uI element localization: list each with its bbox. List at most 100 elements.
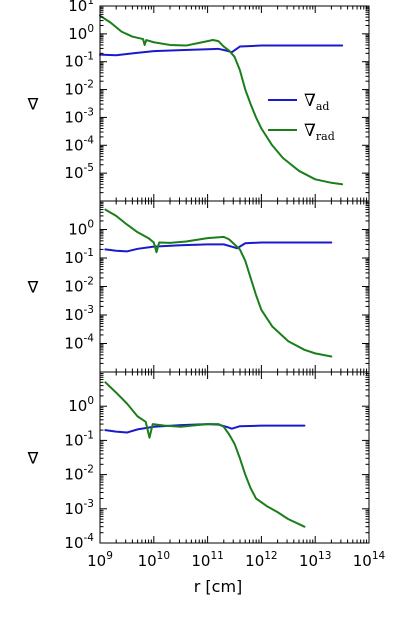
- legend-symbol: ∇: [304, 121, 316, 141]
- y-tick-label: 10-4: [64, 333, 94, 353]
- y-tick-label-base: 10: [68, 25, 87, 43]
- y-axis-label: ∇: [27, 278, 39, 297]
- y-tick-label-exp: -3: [84, 106, 94, 118]
- y-tick-label: 10-3: [64, 106, 94, 126]
- x-axis: r [cm] 109 1010 1011 1012 1013 1014: [87, 550, 385, 596]
- y-tick-label-exp: 0: [87, 219, 94, 231]
- x-ticks: [99, 201, 370, 372]
- y-tick-label-exp: 0: [87, 395, 94, 407]
- y-axis-label: ∇: [27, 449, 39, 468]
- x-tick-label: 1013: [299, 550, 331, 570]
- legend-label: ∇rad: [304, 121, 335, 143]
- y-tick-label-base: 10: [64, 335, 83, 353]
- y-tick-label: 10-1: [64, 51, 94, 71]
- series-line-ad: [104, 241, 333, 253]
- legend-item-ad: ∇ad: [268, 91, 329, 113]
- y-tick-label-exp: -4: [84, 333, 95, 345]
- panels: 10-510-410-310-210-1100101∇10-410-310-21…: [27, 0, 370, 552]
- series-line-ad: [104, 423, 306, 434]
- y-tick-label-exp: -4: [84, 532, 95, 544]
- x-tick-label-base: 10: [245, 552, 264, 570]
- y-tick-label-base: 10: [64, 81, 83, 99]
- x-tick-label: 1012: [245, 550, 277, 570]
- x-tick-label: 109: [87, 550, 113, 570]
- y-ticks: [100, 371, 369, 544]
- x-tick-label-exp: 13: [318, 550, 331, 562]
- x-tick-label: 1011: [191, 550, 223, 570]
- y-tick-label: 100: [68, 395, 94, 415]
- legend-item-rad: ∇rad: [268, 121, 335, 143]
- y-tick-label-base: 10: [64, 306, 83, 324]
- legend-symbol: ∇: [304, 91, 316, 111]
- y-tick-label-base: 10: [68, 0, 87, 15]
- y-tick-label: 10-4: [64, 134, 94, 154]
- x-tick-label-base: 10: [299, 552, 318, 570]
- y-tick-label-base: 10: [64, 136, 83, 154]
- y-tick-label: 10-3: [64, 498, 94, 518]
- x-tick-label: 1010: [138, 550, 170, 570]
- legend: ∇ad∇rad: [268, 91, 335, 143]
- y-tick-label-base: 10: [68, 397, 87, 415]
- series-line-rad: [104, 208, 333, 358]
- series-line-ad: [99, 44, 344, 57]
- y-tick-label-base: 10: [64, 278, 83, 296]
- y-ticks: [100, 200, 369, 373]
- y-tick-label: 101: [68, 0, 94, 15]
- y-tick-label: 10-2: [64, 464, 94, 484]
- x-tick-label-base: 10: [191, 552, 210, 570]
- x-tick-label-base: 10: [138, 552, 157, 570]
- panel-frame: [99, 371, 370, 544]
- legend-subscript: ad: [316, 100, 330, 113]
- y-tick-label: 10-1: [64, 429, 94, 449]
- y-tick-label-exp: -5: [84, 162, 94, 174]
- y-tick-label-exp: -4: [84, 134, 95, 146]
- series-line-rad: [99, 14, 344, 186]
- y-tick-label: 10-2: [64, 79, 94, 99]
- y-tick-label-base: 10: [68, 221, 87, 239]
- y-tick-label-base: 10: [64, 500, 83, 518]
- y-tick-label-base: 10: [64, 164, 83, 182]
- y-tick-label-base: 10: [64, 431, 83, 449]
- x-ticks: [99, 372, 370, 543]
- x-tick-label-exp: 11: [210, 550, 223, 562]
- legend-label: ∇ad: [304, 91, 329, 113]
- y-tick-label: 100: [68, 23, 94, 43]
- y-tick-label-exp: -2: [84, 276, 94, 288]
- x-tick-label-exp: 14: [372, 550, 386, 562]
- x-tick-label-exp: 9: [106, 550, 113, 562]
- y-tick-label: 10-5: [64, 162, 94, 182]
- x-tick-label-base: 10: [353, 552, 372, 570]
- y-tick-label: 10-3: [64, 304, 94, 324]
- y-tick-label-exp: -1: [84, 247, 94, 259]
- x-ticks: [99, 6, 370, 201]
- panel-frame: [99, 200, 370, 373]
- y-tick-label-exp: -1: [84, 429, 94, 441]
- y-tick-label-exp: 0: [87, 23, 94, 35]
- y-tick-label-base: 10: [64, 466, 83, 484]
- y-tick-label-exp: 1: [87, 0, 94, 7]
- y-tick-label-base: 10: [64, 534, 83, 552]
- x-axis-label: r [cm]: [194, 577, 243, 596]
- y-tick-label: 100: [68, 219, 94, 239]
- y-tick-label-base: 10: [64, 108, 83, 126]
- y-tick-label-exp: -2: [84, 464, 94, 476]
- y-tick-label-exp: -1: [84, 51, 94, 63]
- y-tick-label: 10-2: [64, 276, 94, 296]
- y-tick-label: 10-4: [64, 532, 94, 552]
- y-tick-label: 10-1: [64, 247, 94, 267]
- x-tick-label-base: 10: [87, 552, 106, 570]
- x-tick-label-exp: 10: [157, 550, 170, 562]
- y-tick-label-exp: -2: [84, 79, 94, 91]
- y-axis-label: ∇: [27, 95, 39, 114]
- y-tick-label-base: 10: [64, 249, 83, 267]
- x-tick-label-exp: 12: [264, 550, 277, 562]
- x-tick-label: 1014: [353, 550, 386, 570]
- series-line-rad: [104, 381, 306, 528]
- y-tick-label-base: 10: [64, 53, 83, 71]
- y-tick-label-exp: -3: [84, 304, 94, 316]
- legend-subscript: rad: [316, 130, 335, 143]
